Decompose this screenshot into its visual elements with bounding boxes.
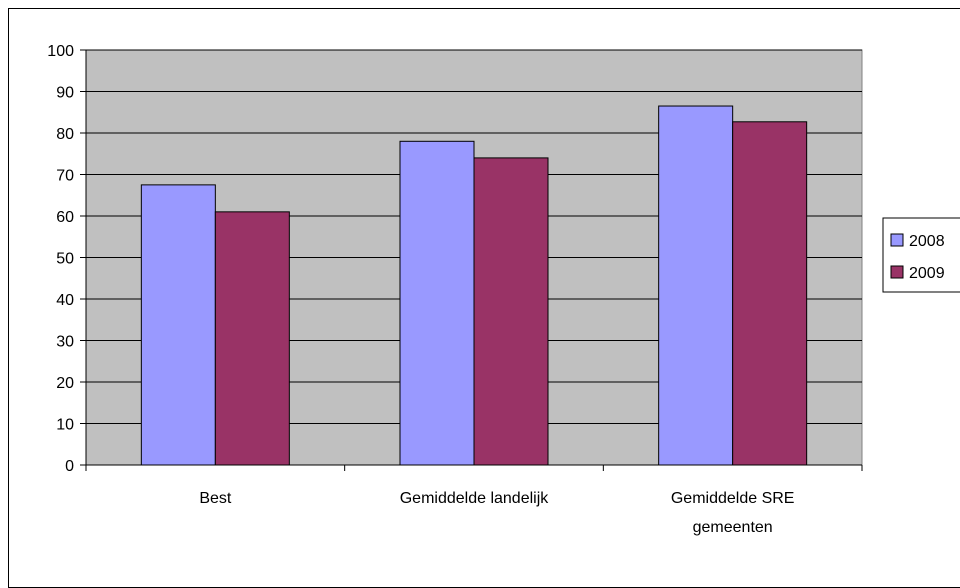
y-tick-label: 50 <box>56 251 74 268</box>
y-tick-label: 10 <box>56 417 74 434</box>
legend-box <box>882 217 960 293</box>
legend-label-2008: 2008 <box>909 233 945 250</box>
axes <box>80 49 863 471</box>
y-tick-labels: 0 10 20 30 40 50 60 70 80 90 100 <box>47 43 74 475</box>
y-tick-label: 70 <box>56 168 74 185</box>
bar-2008-1 <box>399 140 475 466</box>
x-tick-labels: Best Gemiddelde landelijk Gemiddelde SRE ge… <box>199 490 794 536</box>
legend: 2008 2009 <box>882 217 960 293</box>
legend-label-2009: 2009 <box>909 265 945 282</box>
y-tick-label: 40 <box>56 292 74 309</box>
x-tick-label: Gemiddelde SRE gemeenten <box>671 490 795 536</box>
x-tick-label: Best <box>199 490 232 507</box>
bar-2008-2 <box>658 105 734 466</box>
bar-2009-0 <box>214 211 290 466</box>
legend-swatch-2008 <box>890 233 904 247</box>
bar-2009-2 <box>732 121 808 466</box>
y-tick-label: 100 <box>47 43 74 60</box>
x-tick-label: Gemiddelde landelijk <box>400 490 550 507</box>
y-tick-label: 30 <box>56 334 74 351</box>
y-tick-label: 20 <box>56 375 74 392</box>
y-tick-label: 90 <box>56 85 74 102</box>
bar-2009-1 <box>473 157 549 466</box>
y-tick-label: 0 <box>65 458 74 475</box>
y-tick-label: 60 <box>56 209 74 226</box>
bar-2008-0 <box>140 184 216 466</box>
y-tick-label: 80 <box>56 126 74 143</box>
bars <box>140 105 808 466</box>
legend-swatch-2009 <box>890 265 904 279</box>
bar-chart: 0 10 20 30 40 50 60 70 80 90 100 Best Gemiddelde la… <box>47 43 960 536</box>
